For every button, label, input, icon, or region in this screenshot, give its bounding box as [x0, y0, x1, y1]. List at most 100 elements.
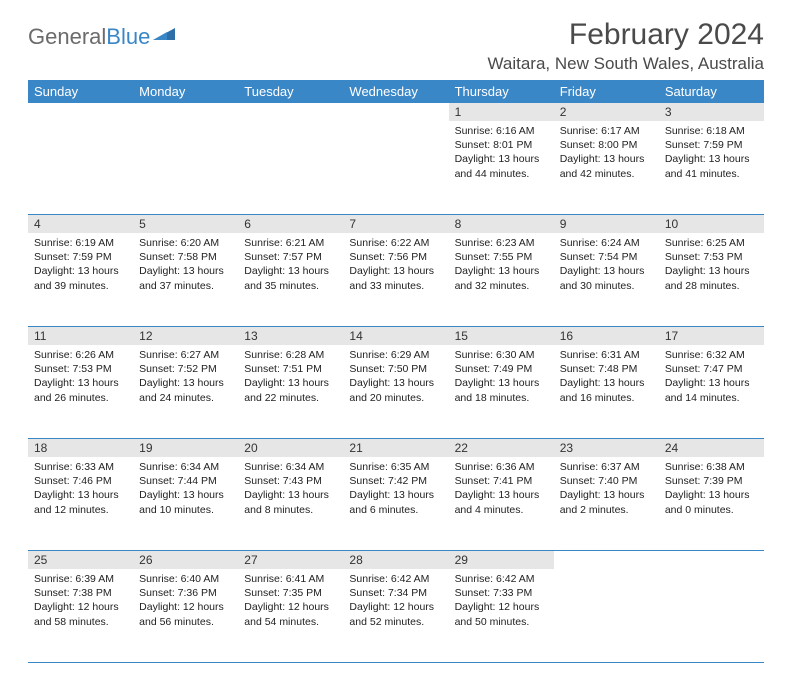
day-cell: Sunrise: 6:29 AMSunset: 7:50 PMDaylight:… [343, 345, 448, 439]
content-row: Sunrise: 6:39 AMSunset: 7:38 PMDaylight:… [28, 569, 764, 663]
day-info: Sunrise: 6:42 AMSunset: 7:33 PMDaylight:… [455, 572, 548, 629]
day-info: Sunrise: 6:39 AMSunset: 7:38 PMDaylight:… [34, 572, 127, 629]
day-cell: Sunrise: 6:41 AMSunset: 7:35 PMDaylight:… [238, 569, 343, 663]
date-cell: 23 [554, 439, 659, 458]
date-cell: 10 [659, 215, 764, 234]
day-cell: Sunrise: 6:38 AMSunset: 7:39 PMDaylight:… [659, 457, 764, 551]
date-cell: 20 [238, 439, 343, 458]
empty-date-cell [28, 103, 133, 121]
day-info: Sunrise: 6:42 AMSunset: 7:34 PMDaylight:… [349, 572, 442, 629]
date-cell: 15 [449, 327, 554, 346]
day-cell: Sunrise: 6:31 AMSunset: 7:48 PMDaylight:… [554, 345, 659, 439]
day-cell: Sunrise: 6:28 AMSunset: 7:51 PMDaylight:… [238, 345, 343, 439]
day-info: Sunrise: 6:38 AMSunset: 7:39 PMDaylight:… [665, 460, 758, 517]
date-cell: 3 [659, 103, 764, 121]
day-info: Sunrise: 6:34 AMSunset: 7:43 PMDaylight:… [244, 460, 337, 517]
date-cell: 11 [28, 327, 133, 346]
day-cell: Sunrise: 6:27 AMSunset: 7:52 PMDaylight:… [133, 345, 238, 439]
location: Waitara, New South Wales, Australia [487, 54, 764, 74]
day-header-row: Sunday Monday Tuesday Wednesday Thursday… [28, 80, 764, 103]
col-thu: Thursday [449, 80, 554, 103]
day-info: Sunrise: 6:33 AMSunset: 7:46 PMDaylight:… [34, 460, 127, 517]
day-cell: Sunrise: 6:37 AMSunset: 7:40 PMDaylight:… [554, 457, 659, 551]
day-info: Sunrise: 6:24 AMSunset: 7:54 PMDaylight:… [560, 236, 653, 293]
date-cell: 21 [343, 439, 448, 458]
date-row: 11121314151617 [28, 327, 764, 346]
date-cell: 12 [133, 327, 238, 346]
date-cell: 4 [28, 215, 133, 234]
day-cell: Sunrise: 6:33 AMSunset: 7:46 PMDaylight:… [28, 457, 133, 551]
logo-text-2: Blue [106, 24, 150, 50]
logo-triangle-icon [153, 24, 175, 50]
date-row: 123 [28, 103, 764, 121]
content-row: Sunrise: 6:26 AMSunset: 7:53 PMDaylight:… [28, 345, 764, 439]
date-row: 18192021222324 [28, 439, 764, 458]
day-info: Sunrise: 6:40 AMSunset: 7:36 PMDaylight:… [139, 572, 232, 629]
month-title: February 2024 [487, 18, 764, 52]
day-info: Sunrise: 6:16 AMSunset: 8:01 PMDaylight:… [455, 124, 548, 181]
logo-text-1: General [28, 24, 106, 50]
day-info: Sunrise: 6:36 AMSunset: 7:41 PMDaylight:… [455, 460, 548, 517]
col-mon: Monday [133, 80, 238, 103]
col-sat: Saturday [659, 80, 764, 103]
day-info: Sunrise: 6:20 AMSunset: 7:58 PMDaylight:… [139, 236, 232, 293]
day-info: Sunrise: 6:31 AMSunset: 7:48 PMDaylight:… [560, 348, 653, 405]
empty-content-cell [28, 121, 133, 215]
day-cell: Sunrise: 6:23 AMSunset: 7:55 PMDaylight:… [449, 233, 554, 327]
day-cell: Sunrise: 6:36 AMSunset: 7:41 PMDaylight:… [449, 457, 554, 551]
content-row: Sunrise: 6:33 AMSunset: 7:46 PMDaylight:… [28, 457, 764, 551]
header: GeneralBlue February 2024 Waitara, New S… [28, 18, 764, 74]
date-cell: 27 [238, 551, 343, 570]
day-cell: Sunrise: 6:42 AMSunset: 7:34 PMDaylight:… [343, 569, 448, 663]
date-row: 2526272829 [28, 551, 764, 570]
date-cell: 19 [133, 439, 238, 458]
empty-content-cell [133, 121, 238, 215]
empty-content-cell [554, 569, 659, 663]
day-info: Sunrise: 6:27 AMSunset: 7:52 PMDaylight:… [139, 348, 232, 405]
date-cell: 25 [28, 551, 133, 570]
day-info: Sunrise: 6:17 AMSunset: 8:00 PMDaylight:… [560, 124, 653, 181]
day-info: Sunrise: 6:30 AMSunset: 7:49 PMDaylight:… [455, 348, 548, 405]
calendar-table: Sunday Monday Tuesday Wednesday Thursday… [28, 80, 764, 663]
day-info: Sunrise: 6:35 AMSunset: 7:42 PMDaylight:… [349, 460, 442, 517]
day-cell: Sunrise: 6:42 AMSunset: 7:33 PMDaylight:… [449, 569, 554, 663]
day-info: Sunrise: 6:26 AMSunset: 7:53 PMDaylight:… [34, 348, 127, 405]
logo: GeneralBlue [28, 24, 175, 50]
date-cell: 8 [449, 215, 554, 234]
date-cell: 7 [343, 215, 448, 234]
empty-date-cell [343, 103, 448, 121]
date-cell: 24 [659, 439, 764, 458]
day-info: Sunrise: 6:25 AMSunset: 7:53 PMDaylight:… [665, 236, 758, 293]
date-cell: 29 [449, 551, 554, 570]
empty-date-cell [133, 103, 238, 121]
date-cell: 9 [554, 215, 659, 234]
day-cell: Sunrise: 6:26 AMSunset: 7:53 PMDaylight:… [28, 345, 133, 439]
date-cell: 13 [238, 327, 343, 346]
day-info: Sunrise: 6:28 AMSunset: 7:51 PMDaylight:… [244, 348, 337, 405]
col-tue: Tuesday [238, 80, 343, 103]
day-info: Sunrise: 6:19 AMSunset: 7:59 PMDaylight:… [34, 236, 127, 293]
day-cell: Sunrise: 6:17 AMSunset: 8:00 PMDaylight:… [554, 121, 659, 215]
day-info: Sunrise: 6:21 AMSunset: 7:57 PMDaylight:… [244, 236, 337, 293]
date-cell: 16 [554, 327, 659, 346]
day-info: Sunrise: 6:41 AMSunset: 7:35 PMDaylight:… [244, 572, 337, 629]
day-info: Sunrise: 6:32 AMSunset: 7:47 PMDaylight:… [665, 348, 758, 405]
day-cell: Sunrise: 6:18 AMSunset: 7:59 PMDaylight:… [659, 121, 764, 215]
day-cell: Sunrise: 6:25 AMSunset: 7:53 PMDaylight:… [659, 233, 764, 327]
day-cell: Sunrise: 6:34 AMSunset: 7:43 PMDaylight:… [238, 457, 343, 551]
day-cell: Sunrise: 6:35 AMSunset: 7:42 PMDaylight:… [343, 457, 448, 551]
date-cell: 26 [133, 551, 238, 570]
day-info: Sunrise: 6:18 AMSunset: 7:59 PMDaylight:… [665, 124, 758, 181]
day-cell: Sunrise: 6:32 AMSunset: 7:47 PMDaylight:… [659, 345, 764, 439]
date-cell: 14 [343, 327, 448, 346]
day-cell: Sunrise: 6:20 AMSunset: 7:58 PMDaylight:… [133, 233, 238, 327]
empty-date-cell [238, 103, 343, 121]
day-cell: Sunrise: 6:19 AMSunset: 7:59 PMDaylight:… [28, 233, 133, 327]
empty-content-cell [343, 121, 448, 215]
day-info: Sunrise: 6:22 AMSunset: 7:56 PMDaylight:… [349, 236, 442, 293]
day-info: Sunrise: 6:37 AMSunset: 7:40 PMDaylight:… [560, 460, 653, 517]
col-sun: Sunday [28, 80, 133, 103]
date-cell: 18 [28, 439, 133, 458]
date-row: 45678910 [28, 215, 764, 234]
day-cell: Sunrise: 6:24 AMSunset: 7:54 PMDaylight:… [554, 233, 659, 327]
